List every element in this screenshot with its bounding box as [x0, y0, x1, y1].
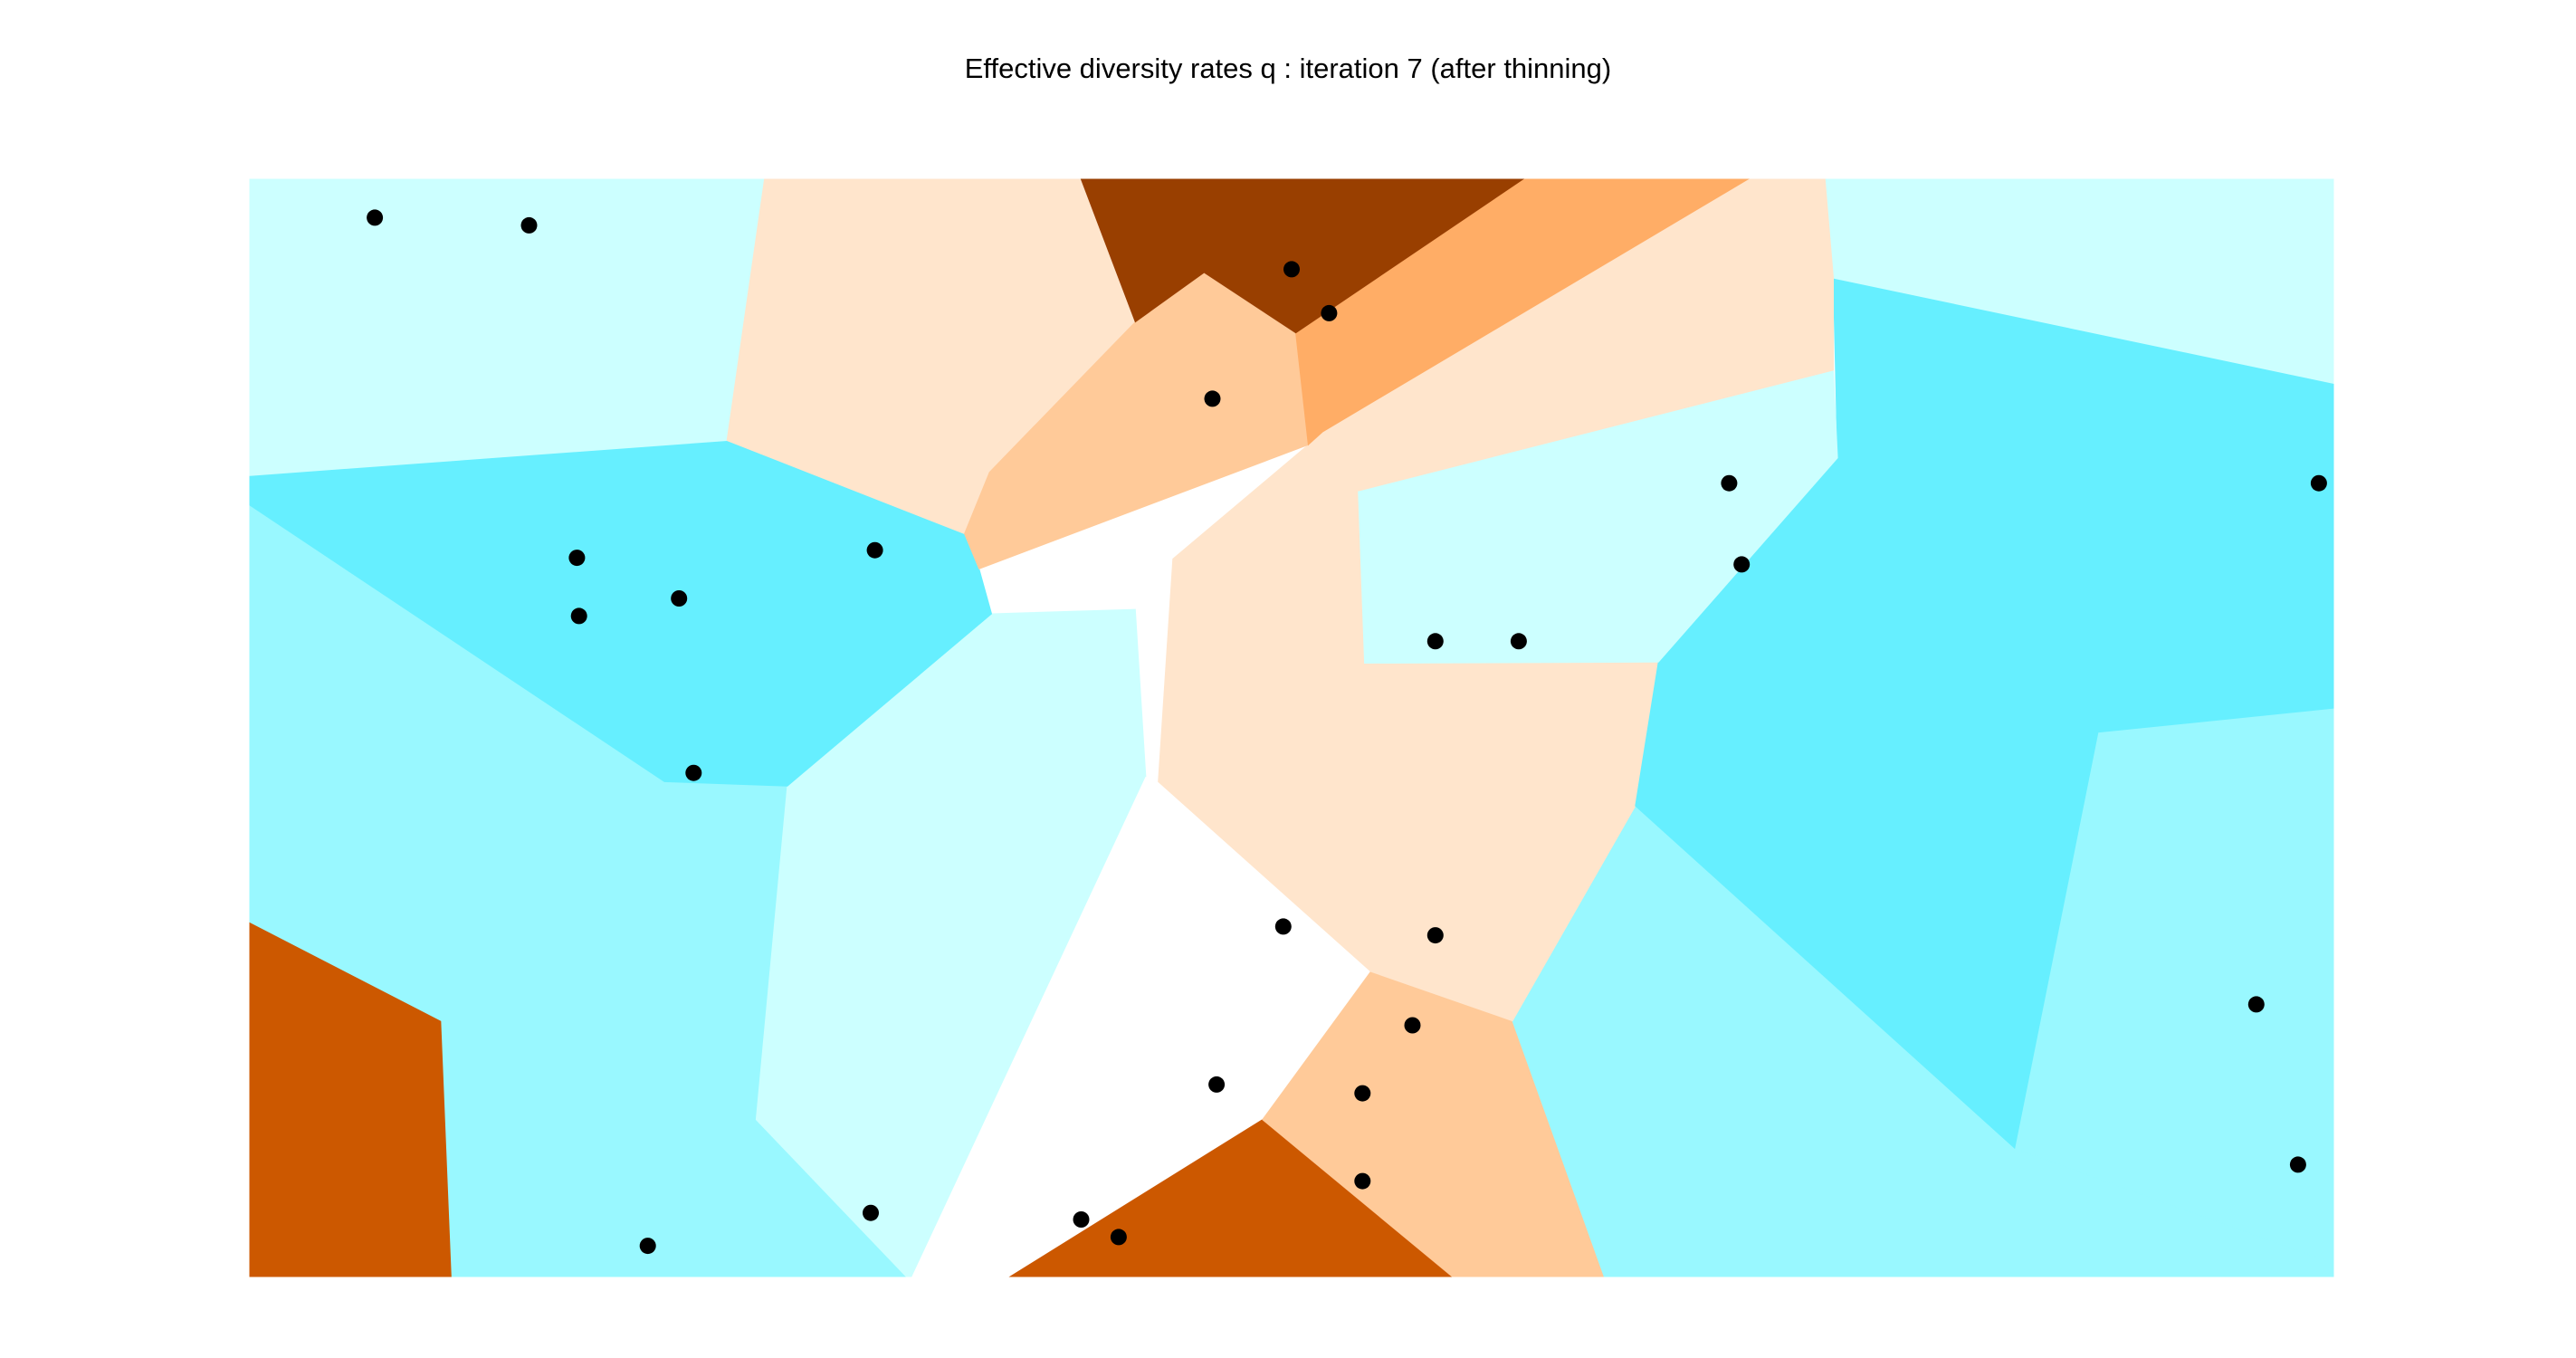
- data-point-22: [2289, 1156, 2306, 1173]
- voronoi-cell-14: [249, 178, 766, 476]
- data-point-11: [1426, 633, 1444, 650]
- data-point-3: [1283, 261, 1300, 278]
- data-point-9: [671, 590, 688, 607]
- data-point-1: [367, 209, 384, 226]
- data-point-21: [2247, 996, 2265, 1013]
- points-layer: [367, 209, 2327, 1255]
- data-point-15: [1274, 918, 1292, 935]
- data-point-10: [570, 607, 587, 625]
- data-point-8: [1721, 474, 1738, 492]
- data-point-26: [1110, 1229, 1127, 1246]
- chart-title: Effective diversity rates q : iteration …: [964, 53, 1612, 84]
- data-point-20: [1354, 1085, 1371, 1102]
- data-point-27: [1354, 1172, 1371, 1190]
- data-point-19: [1208, 1076, 1226, 1093]
- data-point-24: [863, 1204, 879, 1221]
- data-point-2: [520, 216, 538, 234]
- voronoi-cell-18: [1295, 178, 1750, 446]
- data-point-4: [1321, 304, 1338, 321]
- voronoi-cell-19: [1080, 178, 1525, 334]
- data-point-6: [568, 550, 586, 567]
- data-point-16: [685, 764, 702, 781]
- data-point-13: [1733, 556, 1751, 573]
- data-point-23: [639, 1238, 656, 1255]
- data-point-12: [2310, 474, 2327, 492]
- data-point-17: [1426, 927, 1444, 944]
- data-point-18: [1404, 1017, 1421, 1034]
- data-point-5: [1204, 390, 1221, 407]
- cells-layer: [249, 178, 2334, 1277]
- data-point-14: [1510, 633, 1527, 650]
- data-point-7: [866, 541, 883, 559]
- voronoi-cell-11: [1358, 369, 1838, 665]
- data-point-25: [1073, 1211, 1090, 1228]
